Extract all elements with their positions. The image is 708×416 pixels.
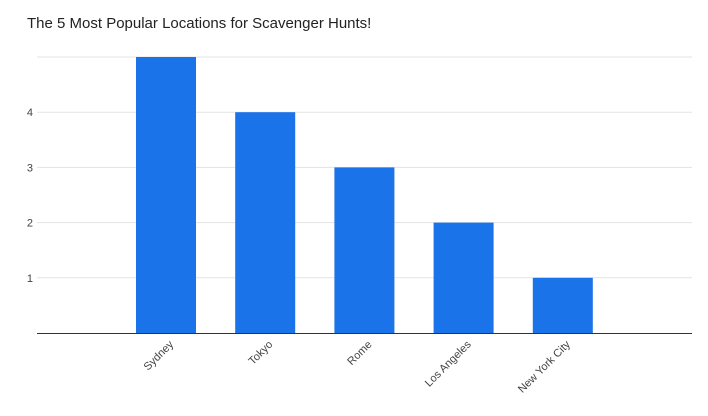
y-tick-label: 2 xyxy=(27,218,33,230)
y-tick-label: 3 xyxy=(27,162,33,174)
bar xyxy=(334,167,395,333)
bar xyxy=(532,277,593,333)
x-tick-label: Los Angeles xyxy=(423,338,474,389)
bar xyxy=(433,222,494,333)
x-tick-labels: Sydney Tokyo Rome Los Angeles New York City xyxy=(142,338,574,395)
y-tick-labels: 1 2 3 4 xyxy=(27,107,33,285)
x-tick-label: New York City xyxy=(516,338,573,395)
x-tick-label: Tokyo xyxy=(247,339,276,368)
x-tick-label: Rome xyxy=(345,339,374,368)
y-tick-label: 4 xyxy=(27,107,33,119)
bars xyxy=(136,57,593,333)
chart-title: The 5 Most Popular Locations for Scaveng… xyxy=(27,15,372,32)
bar xyxy=(136,57,196,333)
y-tick-label: 1 xyxy=(27,273,33,285)
x-tick-label: Sydney xyxy=(142,338,177,373)
bar xyxy=(235,112,296,333)
